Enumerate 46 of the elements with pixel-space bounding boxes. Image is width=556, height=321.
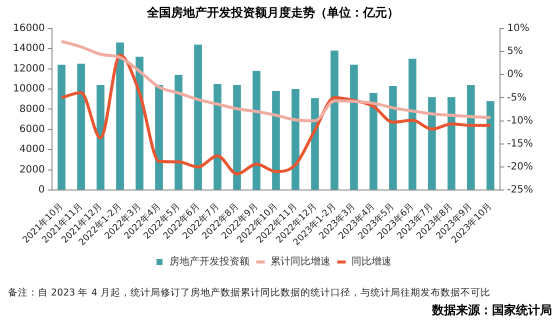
y2-tick-label: -5%: [507, 92, 527, 104]
legend-label: 同比增速: [352, 256, 392, 268]
bar: [252, 70, 260, 190]
y2-tick-label: 5%: [507, 46, 524, 58]
bar: [408, 58, 416, 190]
bar: [174, 74, 182, 190]
bar: [233, 84, 241, 190]
y2-tick-label: 10%: [507, 22, 530, 34]
y-tick-label: 12000: [13, 63, 45, 74]
bar: [96, 84, 104, 190]
line-series: [60, 54, 492, 176]
bar: [214, 84, 222, 190]
bar: [486, 101, 494, 190]
bar: [370, 93, 378, 190]
legend-label: 房地产开发投资额: [170, 256, 250, 268]
bar: [272, 91, 280, 190]
bar: [116, 42, 124, 190]
bar: [330, 50, 338, 190]
bar: [58, 64, 66, 190]
bar: [428, 97, 436, 190]
y-tick-label: 10000: [13, 84, 45, 95]
bar: [77, 64, 85, 190]
bar: [467, 84, 475, 190]
chart-title: 全国房地产开发投资额月度走势（单位：亿元）: [146, 5, 399, 20]
legend-label: 累计同比增速: [270, 256, 330, 268]
bar: [350, 64, 358, 190]
y-tick-label: 4000: [19, 144, 45, 156]
y-tick-label: 0: [38, 184, 45, 196]
bar: [448, 97, 456, 190]
y2-tick-label: -20%: [507, 162, 534, 173]
y-tick-label: 2000: [19, 164, 45, 176]
y2-tick-label: -10%: [507, 115, 534, 126]
y-tick-label: 8000: [19, 104, 45, 115]
y2-tick-label: -15%: [507, 138, 534, 150]
bar: [155, 84, 163, 190]
bar: [389, 86, 397, 190]
y2-tick-label: -25%: [507, 184, 534, 196]
bar: [194, 44, 202, 190]
y-tick-label: 6000: [19, 124, 45, 136]
source-note: 数据来源：国家统计局: [431, 303, 552, 318]
y-tick-label: 14000: [13, 43, 45, 54]
bar: [292, 89, 300, 190]
line-series: [60, 40, 492, 122]
y2-tick-label: 0%: [507, 69, 524, 80]
y-tick-label: 16000: [13, 22, 45, 34]
text: 备注：自 2023 年 4 月起，统计局修订了房地产数据累计同比数据的统计口径，与统计局往期发布数据不可比: [8, 286, 490, 298]
